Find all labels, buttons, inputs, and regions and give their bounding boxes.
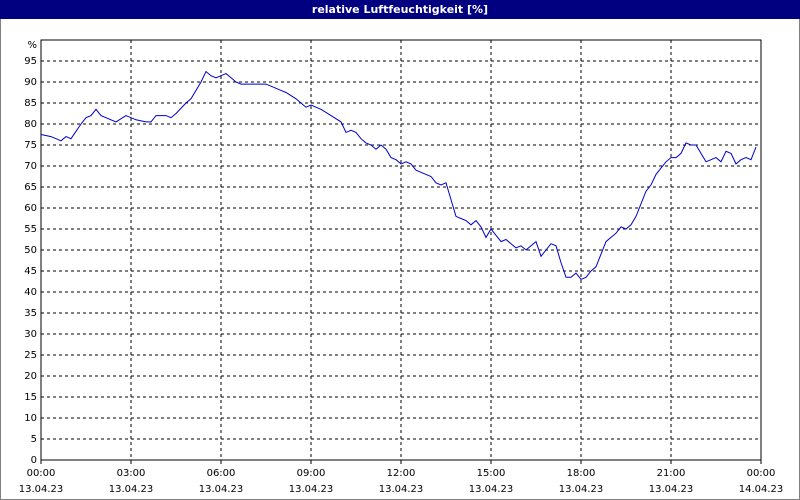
x-tick-date: 13.04.23	[19, 484, 64, 495]
x-tick-time: 03:00	[117, 468, 146, 479]
y-tick-label: 60	[24, 203, 37, 214]
x-tick-time: 12:00	[387, 468, 416, 479]
series-line	[40, 70, 757, 281]
y-tick-label: 85	[24, 98, 37, 109]
y-tick-label: 50	[24, 245, 37, 256]
x-tick-time: 06:00	[207, 468, 236, 479]
y-tick-label: 55	[24, 224, 37, 235]
y-tick-label: 45	[24, 266, 37, 277]
x-tick-time: 00:00	[747, 468, 776, 479]
x-tick-time: 18:00	[567, 468, 596, 479]
x-tick-date: 13.04.23	[289, 484, 334, 495]
y-tick-label: 5	[31, 434, 37, 445]
x-tick-time: 15:00	[477, 468, 506, 479]
grid-lines	[41, 40, 761, 460]
y-axis-ticks: 0 5 10 15 20 25 30 35 40 45 50 55 60 65 70 75 80 85 90 95%	[24, 40, 37, 466]
y-tick-label: 25	[24, 350, 37, 361]
y-unit-label: %	[27, 40, 37, 51]
chart-title: relative Luftfeuchtigkeit [%]	[0, 0, 800, 19]
x-axis-ticks: 00:00 13.04.23 03:00 13.04.23 06:00 13.04.23 0…	[19, 460, 784, 495]
y-tick-label: 15	[24, 392, 37, 403]
x-tick-date: 13.04.23	[469, 484, 514, 495]
plot-area	[40, 39, 762, 461]
y-tick-label: 90	[24, 77, 37, 88]
y-tick-label: 10	[24, 413, 37, 424]
y-tick-label: 0	[31, 455, 37, 466]
x-tick-date: 13.04.23	[649, 484, 694, 495]
x-tick-date: 13.04.23	[379, 484, 424, 495]
y-tick-label: 80	[24, 119, 37, 130]
x-tick-time: 21:00	[657, 468, 686, 479]
x-tick-date: 13.04.23	[109, 484, 154, 495]
y-tick-label: 35	[24, 308, 37, 319]
x-tick-date: 13.04.23	[199, 484, 244, 495]
y-tick-label: 20	[24, 371, 37, 382]
y-tick-label: 95	[24, 56, 37, 67]
y-tick-label: 30	[24, 329, 37, 340]
y-tick-label: 65	[24, 182, 37, 193]
y-tick-label: 40	[24, 287, 37, 298]
y-tick-label: 70	[24, 161, 37, 172]
x-tick-date: 14.04.23	[739, 484, 784, 495]
x-tick-date: 13.04.23	[559, 484, 604, 495]
x-tick-time: 00:00	[27, 468, 56, 479]
y-tick-label: 75	[24, 140, 37, 151]
x-tick-time: 09:00	[297, 468, 326, 479]
